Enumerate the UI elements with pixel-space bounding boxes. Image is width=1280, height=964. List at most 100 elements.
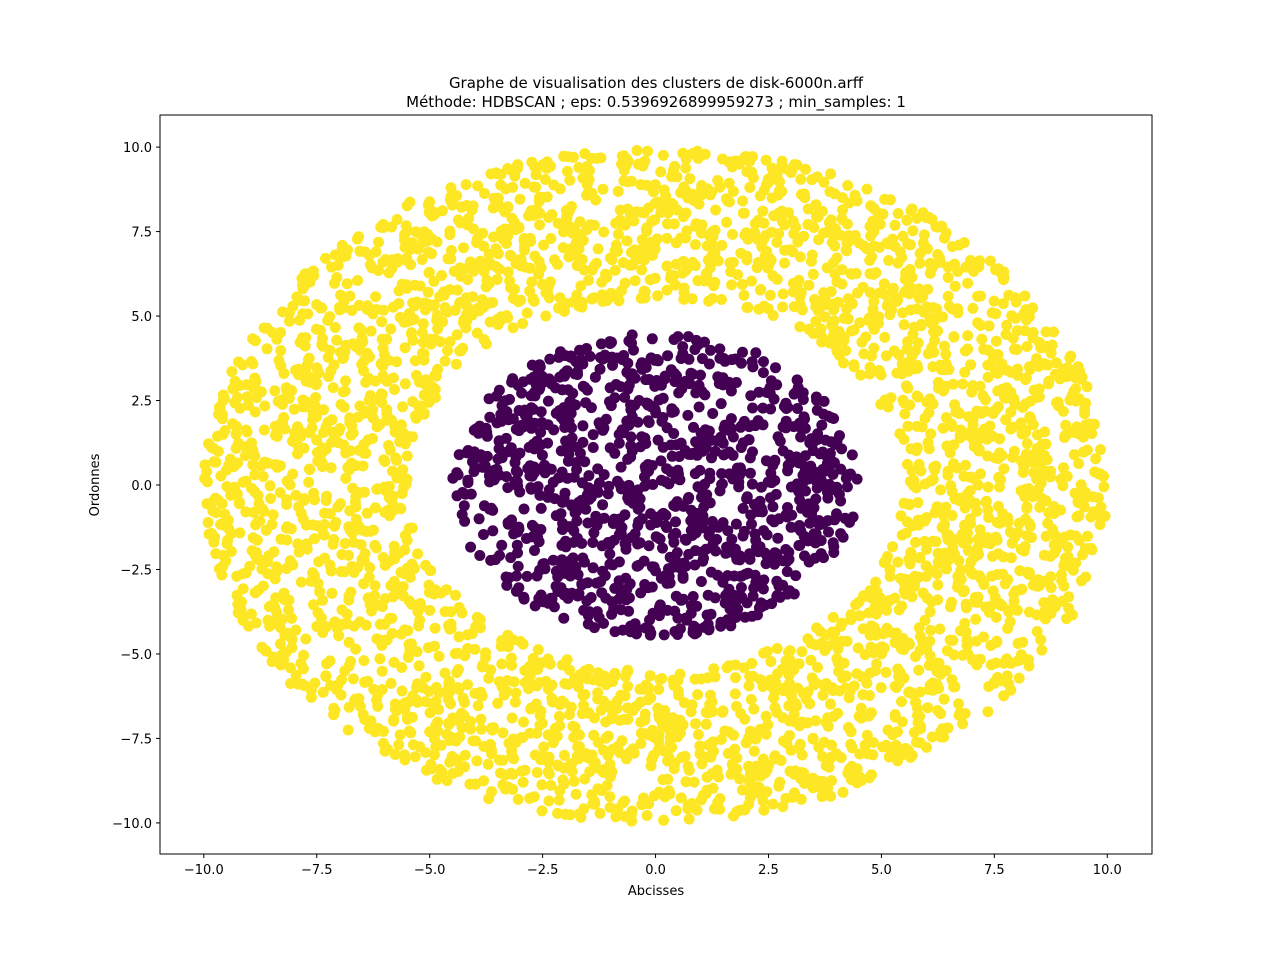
y-tick-label: 0.0: [131, 479, 152, 494]
data-point-cluster-0: [597, 499, 609, 511]
data-point-cluster-1: [1077, 497, 1089, 509]
data-point-cluster-1: [1090, 453, 1102, 465]
data-point-cluster-1: [998, 274, 1009, 286]
data-point-cluster-1: [331, 334, 343, 346]
data-point-cluster-1: [422, 286, 434, 298]
data-point-cluster-1: [363, 571, 375, 583]
data-point-cluster-1: [825, 698, 836, 710]
data-point-cluster-1: [791, 700, 803, 712]
data-point-cluster-1: [338, 401, 350, 413]
data-point-cluster-1: [829, 635, 841, 647]
chart-subtitle: Méthode: HDBSCAN ; eps: 0.53969268999592…: [406, 93, 906, 112]
data-point-cluster-1: [324, 508, 336, 520]
data-point-cluster-1: [297, 513, 309, 525]
data-point-cluster-0: [657, 392, 669, 404]
data-point-cluster-1: [470, 778, 481, 790]
data-point-cluster-1: [311, 378, 323, 389]
data-point-cluster-1: [844, 685, 856, 697]
data-point-cluster-1: [434, 763, 446, 775]
data-point-cluster-1: [567, 151, 579, 163]
data-point-cluster-1: [340, 472, 352, 484]
data-point-cluster-1: [759, 250, 771, 262]
data-point-cluster-0: [620, 539, 632, 550]
data-point-cluster-1: [329, 520, 340, 532]
data-point-cluster-0: [610, 379, 622, 390]
data-point-cluster-1: [990, 335, 1002, 347]
data-point-cluster-0: [535, 502, 547, 514]
data-point-cluster-1: [233, 356, 244, 368]
data-point-cluster-0: [721, 541, 733, 553]
data-point-cluster-1: [325, 462, 337, 474]
data-point-cluster-1: [853, 596, 865, 608]
data-point-cluster-1: [661, 260, 673, 272]
data-point-cluster-1: [409, 300, 420, 312]
data-point-cluster-1: [308, 599, 319, 611]
data-point-cluster-1: [376, 684, 388, 695]
data-point-cluster-1: [523, 683, 534, 695]
data-point-cluster-1: [399, 378, 411, 390]
data-point-cluster-1: [228, 460, 240, 472]
data-point-cluster-1: [604, 252, 616, 264]
data-point-cluster-1: [271, 430, 283, 442]
data-point-cluster-1: [784, 686, 796, 697]
data-point-cluster-1: [802, 219, 814, 230]
data-point-cluster-1: [508, 676, 520, 688]
data-point-cluster-0: [755, 481, 767, 493]
data-point-cluster-1: [723, 726, 735, 738]
data-point-cluster-1: [641, 810, 653, 821]
data-point-cluster-1: [210, 507, 222, 519]
data-point-cluster-1: [967, 419, 979, 431]
data-point-cluster-0: [609, 447, 621, 459]
data-point-cluster-1: [800, 163, 811, 175]
data-point-cluster-1: [716, 239, 728, 251]
data-point-cluster-1: [378, 349, 390, 361]
data-point-cluster-0: [582, 618, 594, 630]
data-point-cluster-1: [911, 442, 923, 454]
data-point-cluster-0: [717, 372, 729, 384]
data-point-cluster-1: [796, 304, 808, 316]
data-point-cluster-1: [1060, 419, 1072, 431]
data-point-cluster-1: [543, 795, 555, 807]
data-point-cluster-1: [592, 243, 604, 255]
data-point-cluster-1: [333, 425, 345, 437]
data-point-cluster-1: [938, 521, 950, 533]
data-point-cluster-1: [777, 301, 789, 313]
data-point-cluster-1: [347, 482, 359, 494]
data-point-cluster-1: [937, 385, 949, 397]
data-point-cluster-1: [329, 616, 341, 628]
data-point-cluster-1: [1080, 397, 1092, 409]
data-point-cluster-1: [220, 516, 232, 528]
data-point-cluster-0: [688, 421, 699, 433]
data-point-cluster-1: [708, 745, 719, 757]
data-point-cluster-1: [317, 627, 329, 638]
data-point-cluster-1: [350, 501, 362, 513]
data-point-cluster-1: [314, 302, 326, 314]
data-point-cluster-0: [587, 537, 599, 548]
data-point-cluster-1: [202, 517, 214, 528]
data-point-cluster-1: [519, 177, 531, 189]
data-point-cluster-1: [421, 764, 432, 776]
data-point-cluster-1: [795, 173, 807, 185]
data-point-cluster-1: [371, 694, 382, 706]
data-point-cluster-1: [354, 245, 366, 257]
data-point-cluster-1: [649, 179, 661, 191]
data-point-cluster-1: [377, 552, 389, 563]
data-point-cluster-1: [810, 639, 822, 651]
data-point-cluster-1: [577, 172, 589, 184]
data-point-cluster-1: [744, 182, 756, 193]
data-point-cluster-1: [314, 586, 326, 598]
data-point-cluster-0: [594, 352, 606, 363]
data-point-cluster-1: [911, 212, 923, 224]
data-point-cluster-1: [906, 203, 918, 215]
data-point-cluster-1: [554, 183, 566, 195]
data-point-cluster-0: [465, 488, 477, 500]
data-point-cluster-0: [654, 599, 666, 611]
data-point-cluster-1: [927, 260, 939, 272]
data-point-cluster-1: [249, 469, 261, 481]
data-point-cluster-0: [655, 379, 667, 391]
data-point-cluster-0: [735, 582, 747, 593]
data-point-cluster-1: [598, 226, 610, 238]
data-point-cluster-1: [289, 427, 300, 439]
data-point-cluster-1: [256, 503, 268, 515]
data-point-cluster-1: [390, 452, 402, 464]
